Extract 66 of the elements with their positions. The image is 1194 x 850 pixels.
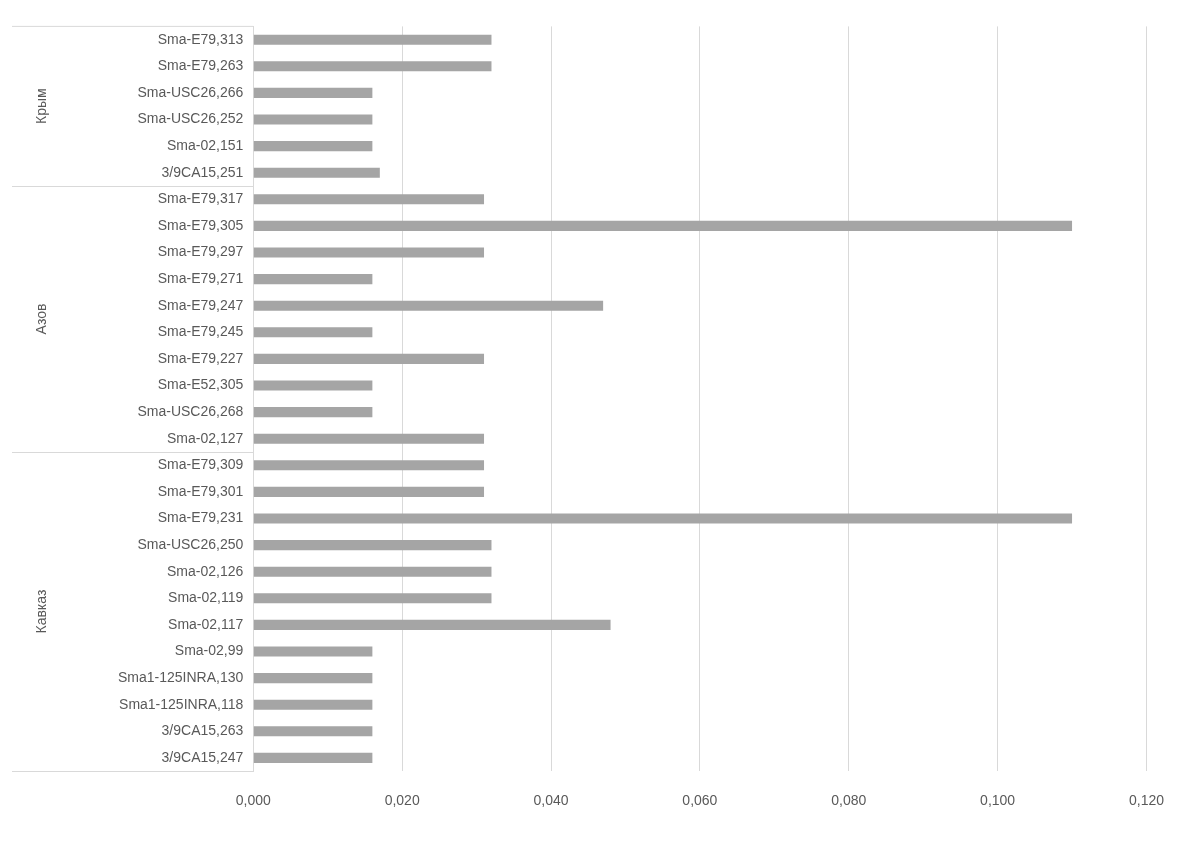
text: Азов — [32, 303, 49, 335]
bar — [253, 513, 1073, 524]
bar — [253, 566, 492, 577]
bar — [253, 407, 373, 418]
bar — [253, 540, 492, 551]
y-tick-label: Sma-USC26,266 — [137, 83, 244, 100]
bar — [253, 220, 1073, 231]
y-tick-label: Sma-E79,313 — [157, 30, 244, 47]
y-tick-label: Sma-E79,309 — [157, 456, 244, 473]
y-tick-label: Sma-02,99 — [174, 642, 244, 659]
text: Кавказ — [32, 589, 49, 634]
y-tick-label: Sma-02,151 — [167, 136, 244, 153]
y-tick-label: 3/9CA15,247 — [161, 748, 244, 765]
y-tick-label: Sma-E79,231 — [157, 509, 244, 526]
y-tick-label: Sma-E79,317 — [157, 190, 244, 207]
x-tick-label: 0,000 — [235, 792, 272, 809]
y-tick-label: Sma-02,117 — [168, 615, 244, 632]
bar — [253, 486, 485, 497]
bar — [253, 300, 604, 311]
y-tick-label: Sma-E52,305 — [157, 376, 244, 393]
x-tick-label: 0,020 — [384, 792, 420, 809]
bar — [253, 433, 485, 444]
bar — [253, 247, 485, 258]
y-tick-label: 3/9CA15,263 — [161, 722, 244, 739]
text: Крым — [32, 88, 49, 125]
y-tick-label: Sma-02,127 — [167, 429, 244, 446]
bar — [253, 752, 373, 763]
x-tick-label: 0,100 — [980, 792, 1016, 809]
bar — [253, 167, 380, 178]
bar — [253, 274, 373, 285]
y-tick-label: Sma-USC26,252 — [137, 110, 244, 127]
y-tick-label: Sma-E79,301 — [157, 482, 244, 499]
bar — [253, 619, 611, 630]
y-tick-label: Sma-02,119 — [168, 589, 244, 606]
bar — [253, 353, 485, 364]
x-tick-label: 0,120 — [1128, 792, 1165, 809]
x-tick-label: 0,080 — [831, 792, 867, 809]
y-tick-label: Sma-E79,227 — [157, 349, 244, 366]
bar — [253, 114, 373, 125]
y-tick-label: Sma-USC26,268 — [137, 402, 244, 419]
y-tick-label: 3/9CA15,251 — [161, 163, 244, 180]
bar — [253, 673, 373, 684]
bar — [253, 699, 373, 710]
y-tick-label: Sma-02,126 — [167, 562, 244, 579]
x-tick-label: 0,060 — [682, 792, 718, 809]
bar — [253, 460, 485, 471]
bar — [253, 726, 373, 737]
y-tick-label: Sma1-125INRA,118 — [119, 695, 244, 712]
y-tick-label: Sma-E79,297 — [157, 243, 244, 260]
bar — [253, 646, 373, 657]
bar — [253, 61, 492, 72]
y-tick-label: Sma-E79,263 — [157, 57, 244, 74]
y-tick-label: Sma-E79,245 — [157, 323, 244, 340]
y-tick-label: Sma-USC26,250 — [137, 535, 244, 552]
bar — [253, 194, 485, 205]
y-tick-label: Sma1-125INRA,130 — [117, 668, 244, 685]
bar — [253, 593, 492, 604]
y-tick-label: Sma-E79,247 — [157, 296, 244, 313]
bar — [253, 87, 373, 98]
y-tick-label: Sma-E79,271 — [157, 269, 244, 286]
bar — [253, 327, 373, 338]
x-tick-label: 0,040 — [533, 792, 569, 809]
bar — [253, 141, 373, 152]
y-tick-label: Sma-E79,305 — [157, 216, 244, 233]
bar — [253, 34, 492, 45]
bar — [253, 380, 373, 391]
